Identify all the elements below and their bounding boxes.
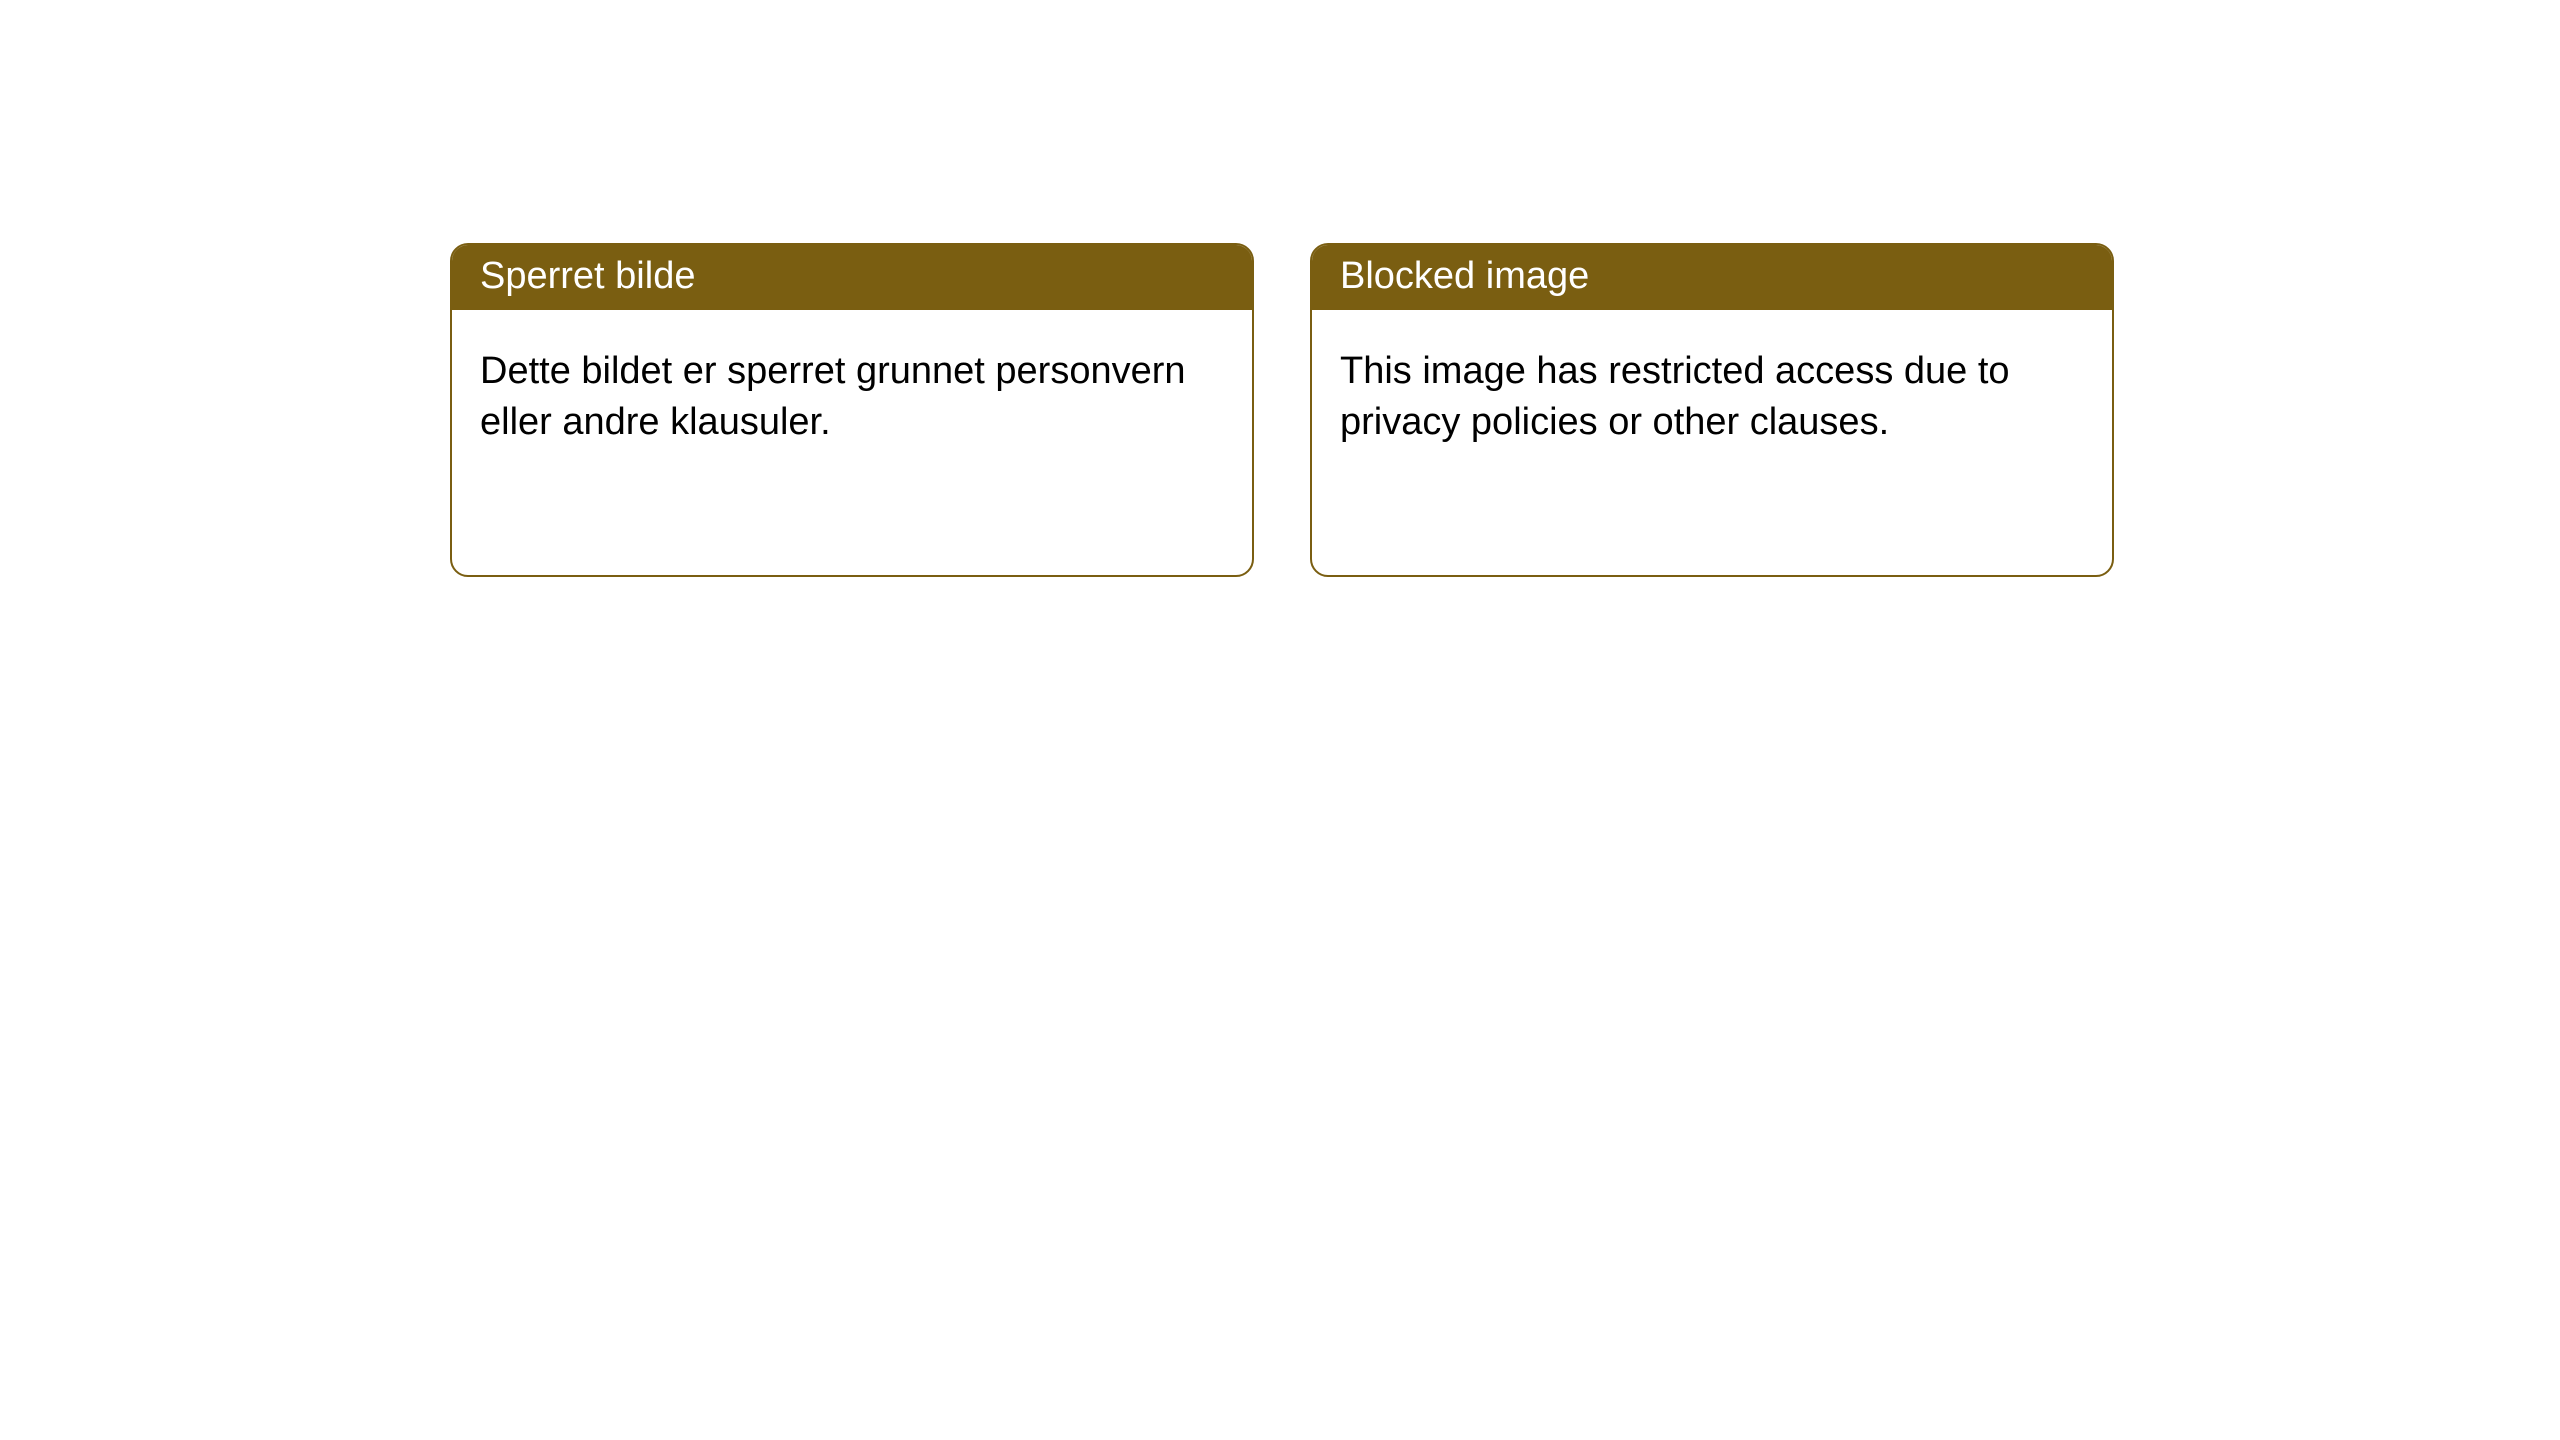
- card-body-text: Dette bildet er sperret grunnet personve…: [480, 350, 1186, 443]
- card-body: This image has restricted access due to …: [1312, 310, 2112, 485]
- card-header: Sperret bilde: [452, 245, 1252, 310]
- card-body: Dette bildet er sperret grunnet personve…: [452, 310, 1252, 485]
- blocked-image-card-en: Blocked image This image has restricted …: [1310, 243, 2114, 577]
- card-title: Blocked image: [1340, 255, 1589, 297]
- blocked-image-card-no: Sperret bilde Dette bildet er sperret gr…: [450, 243, 1254, 577]
- notice-container: Sperret bilde Dette bildet er sperret gr…: [0, 0, 2560, 577]
- card-body-text: This image has restricted access due to …: [1340, 350, 2010, 443]
- card-header: Blocked image: [1312, 245, 2112, 310]
- card-title: Sperret bilde: [480, 255, 695, 297]
